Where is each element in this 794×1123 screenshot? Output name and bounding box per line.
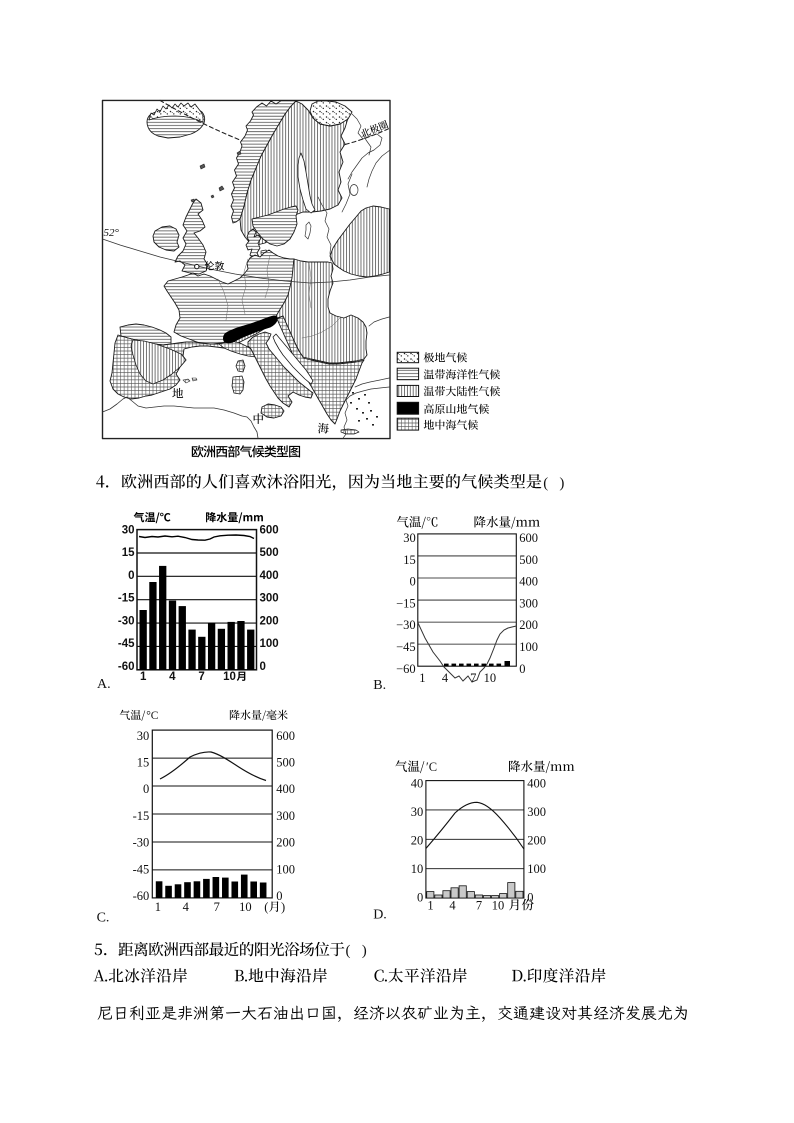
svg-text:): ) [281, 900, 285, 914]
svg-text:52°: 52° [104, 227, 120, 239]
svg-text:-60: -60 [118, 661, 135, 673]
svg-text:0: 0 [409, 575, 415, 589]
svg-text:600: 600 [260, 524, 279, 536]
svg-text:1: 1 [155, 900, 161, 914]
svg-text:15: 15 [122, 547, 135, 559]
svg-text:°C: °C [146, 710, 159, 722]
svg-text:10: 10 [411, 862, 424, 876]
svg-text:100: 100 [519, 640, 538, 654]
svg-text:0: 0 [260, 661, 266, 673]
svg-text:( ): ( ) [543, 475, 564, 491]
svg-text:30: 30 [122, 524, 135, 536]
svg-text:400: 400 [527, 776, 546, 790]
svg-text:600: 600 [276, 729, 295, 743]
svg-text:1: 1 [140, 671, 147, 683]
svg-text:-45: -45 [133, 862, 150, 876]
svg-text:100: 100 [527, 862, 546, 876]
svg-text:A.: A. [97, 677, 111, 692]
svg-text:-45: -45 [118, 638, 135, 650]
svg-text:0: 0 [527, 891, 533, 905]
svg-text:( ): ( ) [346, 943, 367, 959]
svg-text:500: 500 [260, 547, 279, 559]
svg-text:7: 7 [198, 671, 204, 683]
svg-text:1: 1 [427, 898, 433, 912]
svg-text:−45: −45 [396, 640, 416, 654]
svg-text:10: 10 [484, 671, 497, 685]
svg-text:−30: −30 [396, 618, 416, 632]
svg-text:(: ( [264, 900, 268, 914]
svg-text:600: 600 [519, 531, 538, 545]
svg-text:100: 100 [276, 862, 295, 876]
svg-text:400: 400 [276, 782, 295, 796]
svg-text:200: 200 [527, 834, 546, 848]
svg-text:400: 400 [519, 575, 538, 589]
svg-text:300: 300 [260, 593, 279, 605]
svg-text:0: 0 [417, 891, 423, 905]
svg-text:4: 4 [442, 671, 449, 685]
svg-text:200: 200 [260, 615, 279, 627]
svg-text:300: 300 [527, 805, 546, 819]
svg-text:40: 40 [411, 776, 424, 790]
svg-text:B.: B. [373, 678, 386, 693]
svg-text:300: 300 [276, 809, 295, 823]
svg-text:0: 0 [519, 662, 525, 676]
svg-text:−60: −60 [396, 662, 416, 676]
svg-text:0: 0 [276, 889, 282, 903]
svg-text:4: 4 [183, 900, 190, 914]
svg-text:0: 0 [143, 782, 149, 796]
svg-text:100: 100 [260, 638, 279, 650]
svg-text:30: 30 [137, 729, 150, 743]
svg-text:-15: -15 [133, 809, 150, 823]
svg-text:10: 10 [239, 900, 252, 914]
svg-text:−15: −15 [396, 596, 416, 610]
svg-text:C.: C. [97, 911, 110, 926]
svg-text:7: 7 [476, 898, 482, 912]
svg-text:500: 500 [276, 756, 295, 770]
svg-text:300: 300 [519, 596, 538, 610]
svg-text:30: 30 [411, 805, 424, 819]
svg-text:0: 0 [128, 570, 134, 582]
svg-text:-30: -30 [133, 836, 150, 850]
svg-text:7: 7 [214, 900, 220, 914]
svg-text:30: 30 [403, 531, 416, 545]
svg-text:500: 500 [519, 553, 538, 567]
svg-text:15: 15 [403, 553, 416, 567]
svg-text:4: 4 [449, 898, 456, 912]
svg-text:20: 20 [411, 834, 424, 848]
svg-text:4: 4 [169, 671, 176, 683]
svg-text:7: 7 [470, 671, 476, 685]
svg-text:-15: -15 [118, 593, 135, 605]
svg-text:15: 15 [137, 756, 150, 770]
svg-text:10: 10 [223, 671, 236, 683]
svg-text:1: 1 [419, 671, 425, 685]
svg-text:′C: ′C [426, 760, 437, 774]
svg-text:200: 200 [519, 618, 538, 632]
svg-text:-60: -60 [133, 889, 150, 903]
svg-text:10: 10 [492, 898, 505, 912]
svg-text:-30: -30 [118, 615, 135, 627]
svg-text:D.: D. [373, 908, 387, 923]
svg-text:400: 400 [260, 570, 279, 582]
svg-text:200: 200 [276, 836, 295, 850]
